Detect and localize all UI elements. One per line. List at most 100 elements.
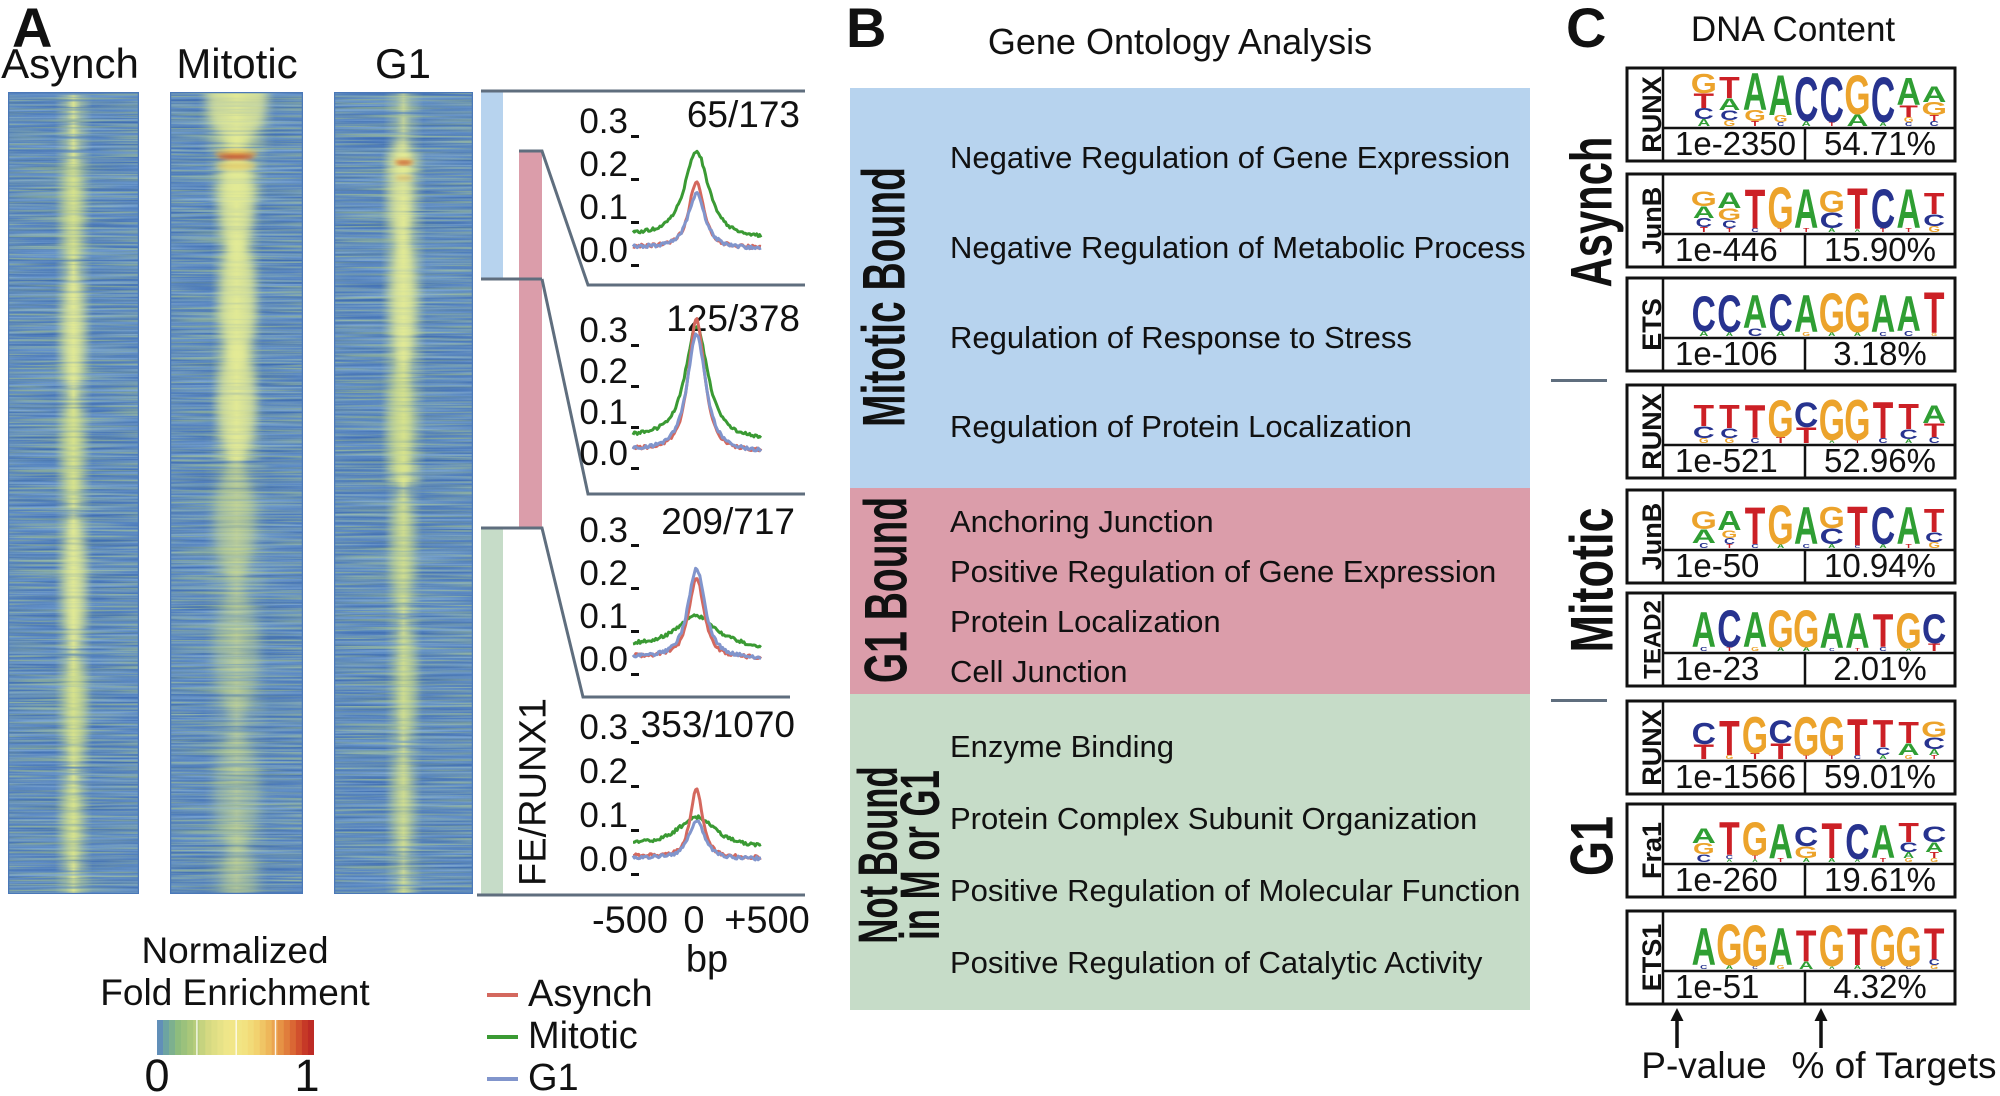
- svg-text:C: C: [1692, 716, 1716, 750]
- svg-text:T: T: [1751, 121, 1760, 129]
- svg-text:A: A: [1768, 814, 1792, 869]
- svg-text:G: G: [1693, 840, 1715, 857]
- svg-text:C: C: [1748, 326, 1763, 338]
- svg-text:T: T: [1924, 281, 1945, 346]
- svg-text:C: C: [1777, 121, 1784, 127]
- svg-text:A: A: [1896, 286, 1920, 342]
- svg-text:RUNX: RUNX: [1637, 76, 1667, 153]
- svg-text:T: T: [1796, 921, 1817, 971]
- svg-text:A: A: [1855, 859, 1861, 864]
- svg-text:0.1: 0.1: [579, 188, 628, 227]
- svg-text:A: A: [1777, 646, 1784, 652]
- svg-text:G: G: [1921, 717, 1947, 742]
- svg-text:T: T: [1745, 497, 1766, 556]
- svg-text:C: C: [1750, 438, 1760, 446]
- svg-text:A: A: [1717, 505, 1741, 537]
- svg-text:C: C: [1820, 64, 1844, 135]
- svg-text:G: G: [1691, 507, 1717, 535]
- svg-text:G: G: [1691, 68, 1717, 100]
- svg-text:T: T: [1750, 751, 1760, 761]
- svg-text:C: C: [1900, 840, 1919, 855]
- svg-text:A: A: [1743, 602, 1767, 658]
- svg-text:A: A: [1726, 964, 1733, 970]
- svg-text:A: A: [1802, 121, 1812, 129]
- svg-text:T: T: [1906, 227, 1912, 233]
- svg-text:19.61%: 19.61%: [1824, 861, 1936, 898]
- svg-text:T: T: [1880, 857, 1886, 863]
- svg-text:2.01%: 2.01%: [1833, 650, 1927, 687]
- svg-text:A: A: [1777, 543, 1784, 549]
- svg-text:0.2: 0.2: [579, 752, 628, 791]
- svg-text:G: G: [1802, 331, 1810, 337]
- svg-text:G: G: [1742, 914, 1768, 979]
- svg-text:A: A: [1794, 285, 1818, 344]
- svg-text:C: C: [1878, 438, 1888, 446]
- svg-text:A: A: [1854, 331, 1861, 337]
- svg-text:T: T: [1719, 70, 1740, 104]
- svg-text:T: T: [1726, 227, 1732, 233]
- svg-text:C: C: [1803, 543, 1810, 549]
- svg-text:A: A: [1829, 440, 1835, 445]
- svg-text:A: A: [1743, 285, 1767, 338]
- svg-text:G: G: [1905, 857, 1913, 863]
- svg-text:G: G: [1699, 438, 1709, 446]
- svg-text:C: C: [1724, 536, 1735, 546]
- svg-text:A: A: [1903, 850, 1914, 860]
- svg-text:0.1: 0.1: [579, 796, 628, 835]
- svg-text:C: C: [1692, 286, 1716, 342]
- svg-text:C: C: [1879, 646, 1886, 652]
- svg-text:T: T: [1899, 103, 1918, 122]
- svg-text:0.3: 0.3: [579, 511, 628, 550]
- svg-text:C: C: [1717, 285, 1741, 344]
- svg-text:A: A: [1879, 121, 1886, 127]
- svg-text:A: A: [1855, 229, 1861, 234]
- svg-text:52.96%: 52.96%: [1824, 442, 1936, 479]
- svg-text:0.2: 0.2: [579, 554, 628, 593]
- svg-text:T: T: [1898, 397, 1919, 437]
- svg-text:T: T: [1726, 543, 1732, 549]
- svg-text:G: G: [1819, 281, 1845, 344]
- svg-text:C: C: [1694, 105, 1714, 122]
- svg-text:C: C: [1794, 64, 1818, 135]
- svg-text:T: T: [1829, 754, 1835, 760]
- svg-text:T: T: [1803, 227, 1809, 233]
- svg-text:0.3: 0.3: [579, 311, 628, 350]
- svg-text:65/173: 65/173: [687, 94, 800, 135]
- svg-text:0.0: 0.0: [579, 231, 628, 270]
- svg-text:4.32%: 4.32%: [1833, 968, 1927, 1005]
- svg-text:A: A: [1879, 543, 1886, 549]
- svg-text:T: T: [1778, 227, 1784, 233]
- svg-text:RUNX: RUNX: [1637, 393, 1667, 470]
- svg-text:A: A: [1896, 497, 1920, 556]
- svg-text:C: C: [1930, 121, 1940, 129]
- svg-text:C: C: [1906, 966, 1912, 971]
- svg-text:C: C: [1820, 208, 1844, 233]
- svg-text:T: T: [1726, 646, 1732, 652]
- svg-text:G: G: [1819, 500, 1845, 534]
- svg-text:T: T: [1898, 715, 1919, 749]
- svg-text:JunB: JunB: [1637, 503, 1667, 571]
- svg-text:A: A: [1828, 227, 1835, 233]
- svg-text:G: G: [1742, 812, 1768, 865]
- svg-text:0.0: 0.0: [579, 640, 628, 679]
- svg-text:A: A: [1854, 964, 1861, 970]
- svg-text:T: T: [1776, 435, 1786, 445]
- svg-text:C: C: [1929, 957, 1940, 967]
- svg-text:T: T: [1796, 423, 1817, 448]
- svg-text:T: T: [1906, 543, 1912, 549]
- svg-text:T: T: [1847, 710, 1868, 767]
- svg-text:T: T: [1873, 393, 1894, 450]
- svg-text:C: C: [1900, 427, 1919, 442]
- svg-text:C: C: [1720, 108, 1739, 123]
- svg-text:C: C: [1854, 754, 1861, 760]
- svg-text:G: G: [1844, 388, 1870, 453]
- svg-text:C: C: [1845, 814, 1869, 870]
- svg-text:T: T: [1931, 754, 1937, 760]
- svg-text:C: C: [1855, 545, 1861, 550]
- svg-text:T: T: [1924, 919, 1945, 969]
- svg-text:C: C: [1929, 435, 1940, 445]
- svg-text:C: C: [1700, 646, 1707, 652]
- svg-text:A: A: [1929, 747, 1940, 757]
- svg-text:T: T: [1752, 854, 1758, 860]
- svg-text:T: T: [1700, 227, 1709, 235]
